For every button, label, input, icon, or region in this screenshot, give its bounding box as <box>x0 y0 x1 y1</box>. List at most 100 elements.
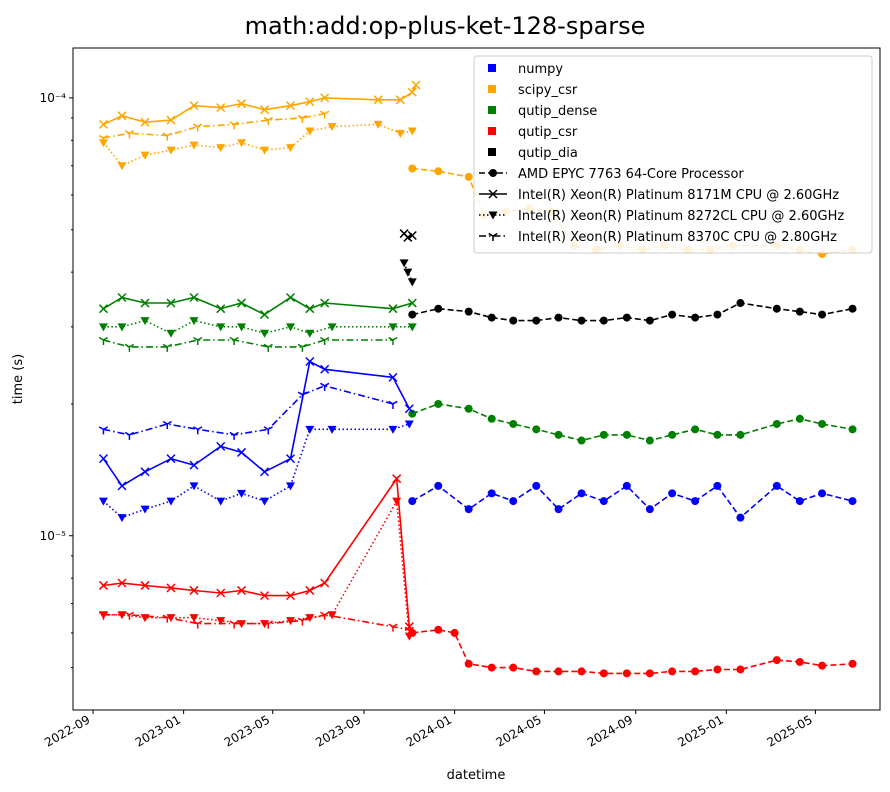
data-point <box>237 620 247 629</box>
data-point <box>285 591 296 601</box>
data-point <box>98 323 108 332</box>
data-point <box>599 497 608 506</box>
data-point <box>98 139 108 148</box>
data-point <box>260 329 270 338</box>
data-point <box>464 404 473 413</box>
data-point <box>297 343 308 352</box>
data-point <box>189 482 199 491</box>
data-point <box>216 103 226 113</box>
legend: numpy scipy_csr qutip_dense qutip_csr qutip_… <box>473 55 873 254</box>
series-line <box>102 423 410 519</box>
series-layer <box>98 80 857 678</box>
legend-marker <box>488 189 498 199</box>
data-point <box>411 80 421 90</box>
data-point <box>509 663 518 672</box>
data-point <box>216 144 226 153</box>
data-point <box>577 316 586 325</box>
data-point <box>117 162 127 171</box>
data-point <box>399 259 409 268</box>
data-point <box>577 436 586 445</box>
data-point <box>407 298 417 308</box>
data-point <box>305 329 315 338</box>
data-point <box>691 313 700 322</box>
data-point <box>98 304 108 314</box>
data-point <box>487 663 496 672</box>
legend-label: Intel(R) Xeon(R) Platinum 8272CL CPU @ 2… <box>518 209 844 224</box>
series-line <box>102 123 413 167</box>
data-point <box>189 317 199 326</box>
data-point <box>98 611 109 620</box>
data-point <box>645 436 654 445</box>
series-numpy <box>98 420 414 523</box>
data-point <box>327 323 337 332</box>
data-point <box>691 667 700 676</box>
series-line <box>103 112 325 139</box>
data-point <box>736 513 745 522</box>
data-point <box>795 307 804 316</box>
data-point <box>320 298 330 308</box>
legend-swatch <box>488 64 496 72</box>
data-point <box>487 489 496 498</box>
data-point <box>327 611 337 620</box>
data-point <box>395 129 405 138</box>
x-tick-label: 2023-01 <box>133 712 183 749</box>
series-scipy_csr <box>98 80 421 129</box>
data-point <box>98 134 109 143</box>
series-qutip_dia <box>399 229 417 242</box>
data-point <box>193 123 203 132</box>
data-point <box>193 426 203 435</box>
data-point <box>622 313 631 322</box>
data-point <box>162 132 172 141</box>
data-point <box>327 123 337 132</box>
data-point <box>599 316 608 325</box>
legend-label: scipy_csr <box>518 83 578 98</box>
data-point <box>305 585 315 595</box>
x-axis-label: datetime <box>447 768 506 783</box>
data-point <box>408 164 417 173</box>
data-point <box>166 497 176 506</box>
legend-marker <box>488 232 498 241</box>
data-point <box>260 310 270 320</box>
data-point <box>848 304 857 313</box>
x-tick-label: 2024-09 <box>585 712 635 749</box>
data-point <box>848 425 857 434</box>
data-point <box>577 667 586 676</box>
legend-swatch <box>488 106 496 114</box>
data-point <box>772 419 781 428</box>
data-point <box>509 316 518 325</box>
series-line <box>102 296 413 316</box>
legend-label: numpy <box>518 62 563 77</box>
data-point <box>260 497 270 506</box>
data-point <box>305 425 315 434</box>
data-point <box>260 467 270 477</box>
data-point <box>795 414 804 423</box>
data-point <box>772 481 781 490</box>
data-point <box>263 343 273 352</box>
data-point <box>297 114 308 123</box>
series-line <box>411 484 853 519</box>
data-point <box>124 130 135 139</box>
data-point <box>166 454 176 464</box>
data-point <box>320 110 330 119</box>
x-axis: 2022-09 2023-01 2023-05 2023-09 2024-01 2024-… <box>42 710 816 750</box>
data-point <box>286 323 296 332</box>
data-point <box>305 97 315 107</box>
data-point <box>140 317 150 326</box>
data-point <box>388 425 398 434</box>
data-point <box>464 505 473 514</box>
plot-frame <box>72 47 881 711</box>
data-point <box>532 316 541 325</box>
series-scipy_csr <box>98 120 417 171</box>
y-axis: 10⁻⁵ 10⁻⁴ <box>40 91 73 669</box>
data-point <box>388 400 398 409</box>
data-point <box>320 611 330 620</box>
data-point <box>645 316 654 325</box>
data-point <box>645 505 654 514</box>
data-point <box>509 419 518 428</box>
data-point <box>404 420 414 429</box>
data-point <box>818 489 827 498</box>
data-point <box>229 336 239 345</box>
data-point <box>189 585 199 595</box>
data-point <box>320 93 330 103</box>
